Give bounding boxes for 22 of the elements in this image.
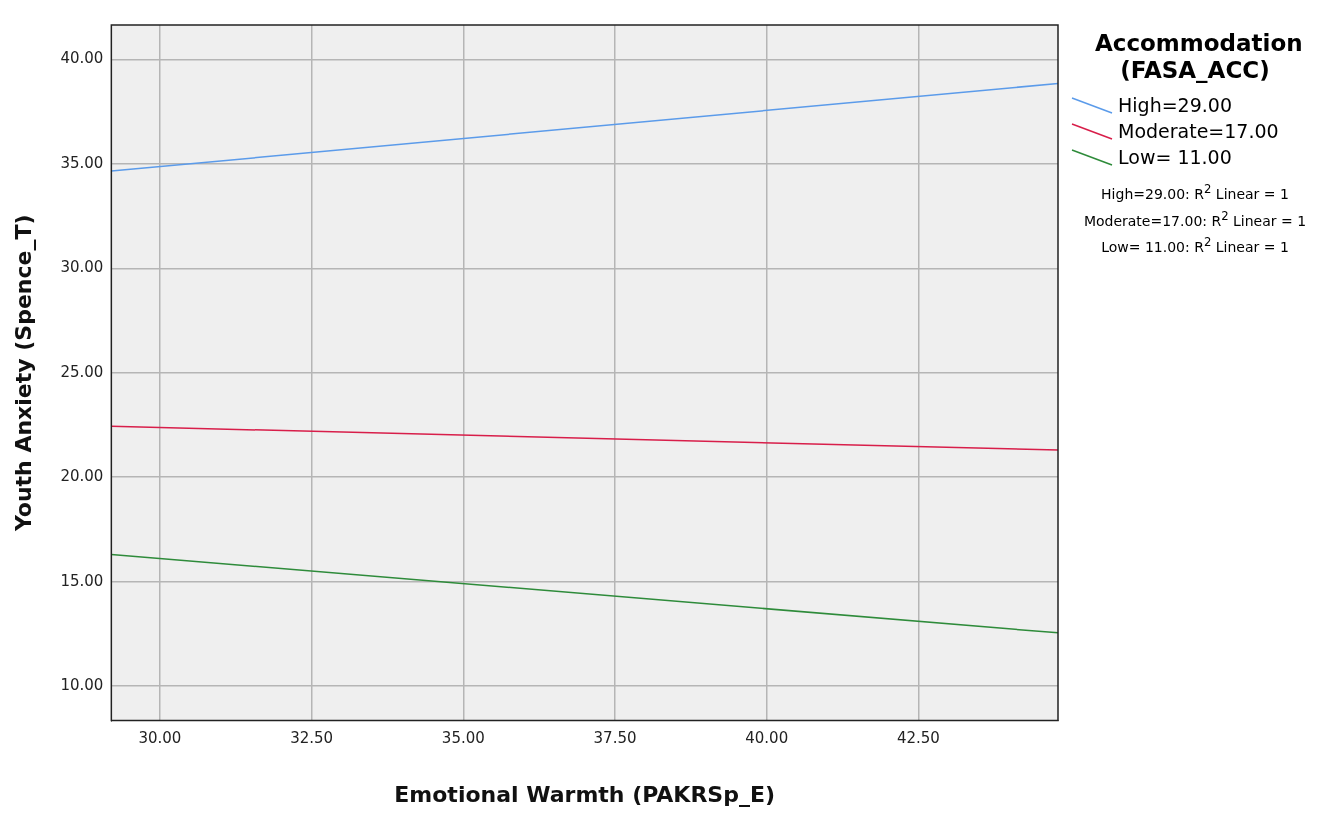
legend-title: Accommodation (FASA_ACC)	[1095, 30, 1303, 84]
x-tick-label: 32.50	[290, 729, 334, 748]
legend-label: Low= 11.00	[1118, 146, 1232, 168]
y-tick-label: 25.00	[60, 362, 104, 381]
text: High=29.00: R$^{2}$ Linear = 1	[1100, 181, 1290, 204]
y-axis-title: Youth Anxiety (Spence_T)	[10, 214, 36, 533]
legend-label: Moderate=17.00	[1118, 120, 1279, 142]
y-tick-label: 40.00	[60, 49, 104, 68]
y-tick-label: 10.00	[60, 676, 104, 695]
y-tick-label: 30.00	[60, 258, 104, 277]
x-tick-label: 37.50	[593, 729, 637, 748]
y-tick-label: 20.00	[60, 467, 104, 486]
text: Low= 11.00: R$^{2}$ Linear = 1	[1100, 234, 1290, 257]
legend-label: High=29.00	[1118, 94, 1232, 116]
x-axis-title: Emotional Warmth (PAKRSp_E)	[394, 781, 776, 807]
x-tick-label: 42.50	[896, 729, 940, 748]
y-tick-label: 15.00	[60, 571, 104, 590]
y-tick-label: 35.00	[60, 153, 104, 172]
x-tick-label: 30.00	[138, 729, 182, 748]
text: Moderate=17.00: R$^{2}$ Linear = 1	[1082, 207, 1308, 231]
x-tick-label: 40.00	[745, 729, 789, 748]
x-tick-label: 35.00	[441, 729, 485, 748]
